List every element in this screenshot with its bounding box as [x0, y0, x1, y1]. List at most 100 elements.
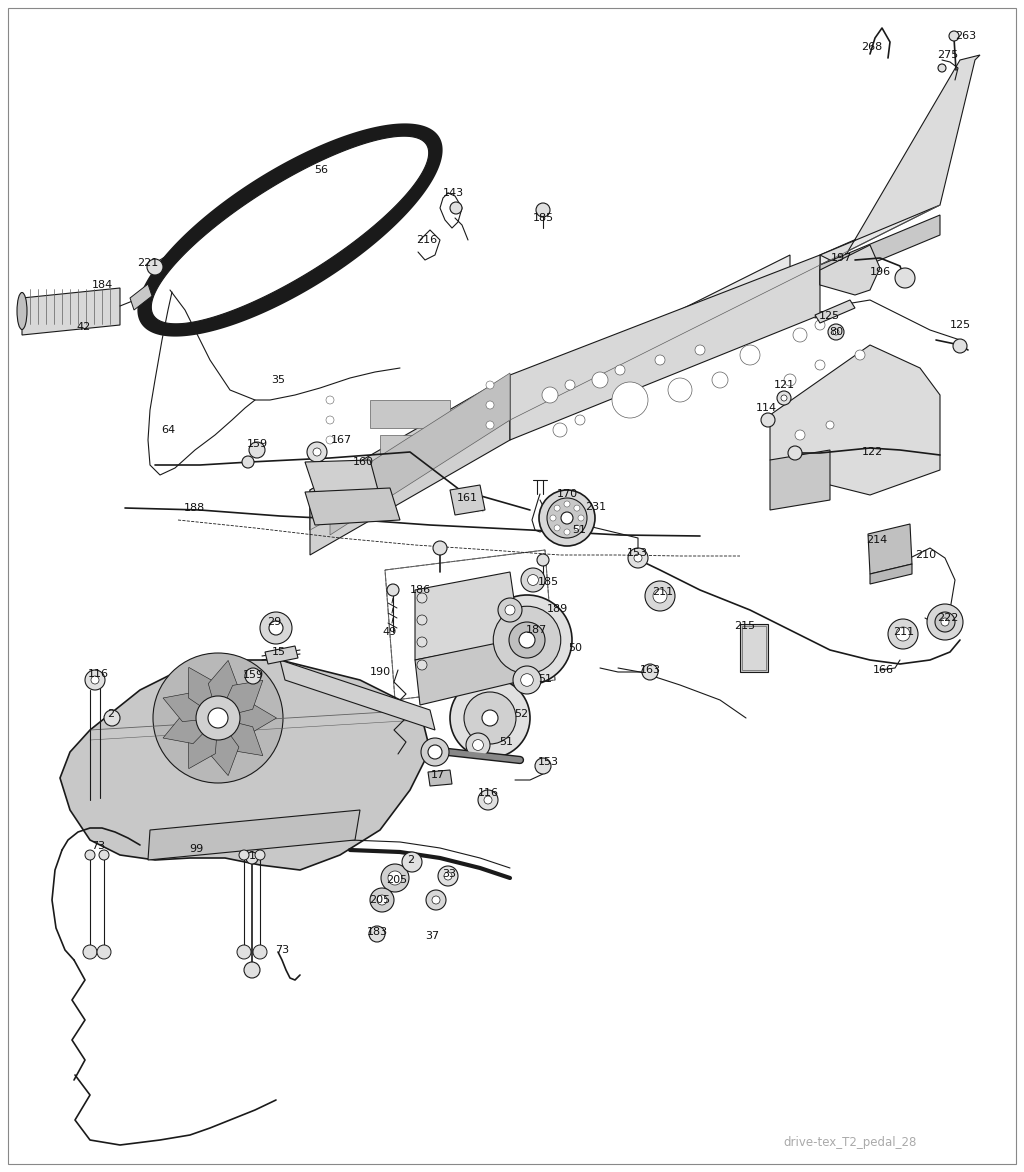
Text: 268: 268 — [861, 42, 883, 52]
Circle shape — [432, 897, 440, 904]
Circle shape — [542, 387, 558, 403]
Circle shape — [466, 732, 490, 757]
Text: 161: 161 — [457, 493, 477, 503]
Circle shape — [421, 738, 449, 766]
Circle shape — [521, 568, 545, 592]
Text: 222: 222 — [937, 613, 958, 624]
Polygon shape — [22, 288, 120, 335]
Circle shape — [153, 653, 283, 783]
Circle shape — [815, 320, 825, 331]
Text: 214: 214 — [866, 534, 888, 545]
Circle shape — [450, 202, 462, 214]
Circle shape — [777, 391, 791, 406]
Text: 121: 121 — [773, 380, 795, 390]
Circle shape — [388, 871, 402, 885]
Circle shape — [370, 888, 394, 912]
Circle shape — [645, 581, 675, 611]
Text: 196: 196 — [869, 267, 891, 277]
Text: 116: 116 — [477, 788, 499, 798]
Circle shape — [784, 374, 796, 386]
Circle shape — [505, 605, 515, 615]
Polygon shape — [60, 660, 430, 870]
Circle shape — [486, 401, 494, 409]
Circle shape — [793, 328, 807, 342]
Text: 15: 15 — [272, 647, 286, 657]
Circle shape — [653, 590, 667, 604]
Circle shape — [417, 638, 427, 647]
Text: 52: 52 — [514, 709, 528, 718]
Circle shape — [828, 323, 844, 340]
Circle shape — [553, 423, 567, 437]
Circle shape — [895, 268, 915, 288]
Circle shape — [83, 945, 97, 959]
Circle shape — [740, 345, 760, 364]
Bar — [370, 400, 450, 428]
Text: 210: 210 — [915, 550, 937, 560]
Polygon shape — [188, 718, 218, 769]
Polygon shape — [868, 524, 912, 574]
Text: 51: 51 — [538, 674, 552, 684]
Circle shape — [444, 872, 452, 880]
Text: 190: 190 — [370, 667, 390, 677]
Text: 50: 50 — [568, 643, 582, 653]
Circle shape — [196, 696, 240, 740]
Circle shape — [91, 676, 99, 684]
Circle shape — [788, 447, 802, 459]
Circle shape — [573, 505, 580, 511]
Polygon shape — [770, 345, 940, 495]
Text: 114: 114 — [756, 403, 776, 413]
Circle shape — [535, 758, 551, 774]
Text: 1: 1 — [249, 851, 256, 861]
Circle shape — [387, 584, 399, 597]
Circle shape — [85, 850, 95, 860]
Circle shape — [484, 796, 492, 804]
Circle shape — [482, 595, 572, 684]
Circle shape — [498, 598, 522, 622]
Circle shape — [377, 895, 387, 905]
Circle shape — [147, 259, 163, 275]
Circle shape — [642, 665, 658, 680]
Text: 73: 73 — [91, 841, 105, 851]
Circle shape — [520, 674, 534, 687]
Circle shape — [426, 890, 446, 909]
Circle shape — [244, 962, 260, 977]
Circle shape — [509, 622, 545, 657]
Circle shape — [941, 618, 949, 626]
Circle shape — [242, 456, 254, 468]
Text: 187: 187 — [525, 625, 547, 635]
Circle shape — [208, 708, 228, 728]
Circle shape — [326, 436, 334, 444]
Circle shape — [573, 525, 580, 531]
Polygon shape — [415, 640, 525, 706]
Circle shape — [369, 926, 385, 942]
Text: 99: 99 — [188, 844, 203, 854]
Polygon shape — [188, 667, 218, 718]
Text: 216: 216 — [417, 236, 437, 245]
Circle shape — [537, 554, 549, 566]
Circle shape — [313, 448, 321, 456]
Circle shape — [527, 574, 539, 585]
Circle shape — [634, 554, 642, 563]
Text: 211: 211 — [893, 627, 914, 638]
Polygon shape — [815, 300, 855, 323]
Circle shape — [575, 415, 585, 425]
Bar — [380, 435, 450, 455]
Polygon shape — [280, 660, 435, 730]
Polygon shape — [163, 715, 218, 743]
Text: 125: 125 — [949, 320, 971, 331]
Circle shape — [564, 500, 570, 507]
Circle shape — [761, 413, 775, 427]
Text: 56: 56 — [314, 165, 328, 175]
Text: 163: 163 — [640, 665, 660, 675]
Circle shape — [539, 490, 595, 546]
Polygon shape — [870, 564, 912, 584]
Circle shape — [938, 64, 946, 71]
Text: 231: 231 — [586, 502, 606, 512]
Circle shape — [253, 945, 267, 959]
Text: 170: 170 — [556, 489, 578, 499]
Circle shape — [326, 416, 334, 424]
Circle shape — [482, 710, 498, 725]
Text: 29: 29 — [267, 616, 282, 627]
Polygon shape — [510, 255, 820, 440]
Text: 160: 160 — [352, 457, 374, 466]
